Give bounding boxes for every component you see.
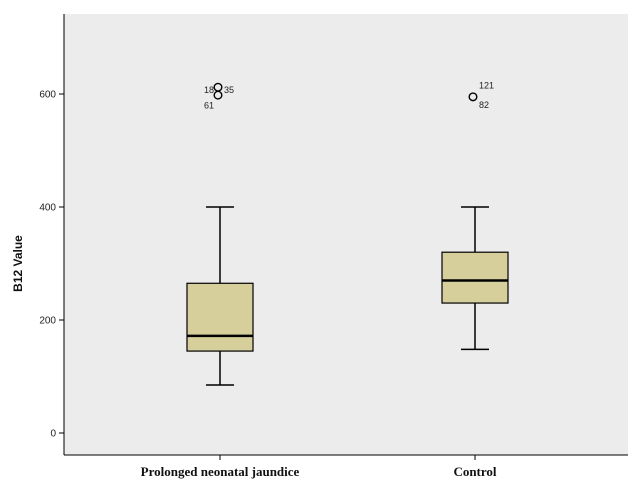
outlier-label: 61 <box>204 101 214 111</box>
box-group: 121 82 <box>441 80 509 351</box>
outlier-label: 121 <box>479 80 494 90</box>
y-tick-label: 0 <box>50 429 56 440</box>
y-tick-label: 400 <box>39 203 56 214</box>
plot-area <box>64 14 628 455</box>
outlier-point <box>468 92 478 102</box>
iqr-box <box>186 282 254 352</box>
outlier-label: 35 <box>224 85 234 95</box>
x-category-label: Control <box>453 464 496 479</box>
outlier-label: 82 <box>479 100 489 110</box>
x-ticks: Prolonged neonatal jaundice Control <box>141 455 497 479</box>
box-group: 18 35 61 <box>186 82 254 386</box>
y-tick-label: 600 <box>39 90 56 101</box>
outlier-point <box>213 90 223 100</box>
y-axis-label: B12 Value <box>11 235 25 292</box>
y-ticks: 0 200 400 600 <box>39 90 64 440</box>
iqr-box <box>441 251 509 304</box>
y-tick-label: 200 <box>39 316 56 327</box>
x-category-label: Prolonged neonatal jaundice <box>141 464 300 479</box>
outlier-label: 18 <box>204 85 214 95</box>
boxes: 18 35 61 121 82 <box>186 80 509 386</box>
